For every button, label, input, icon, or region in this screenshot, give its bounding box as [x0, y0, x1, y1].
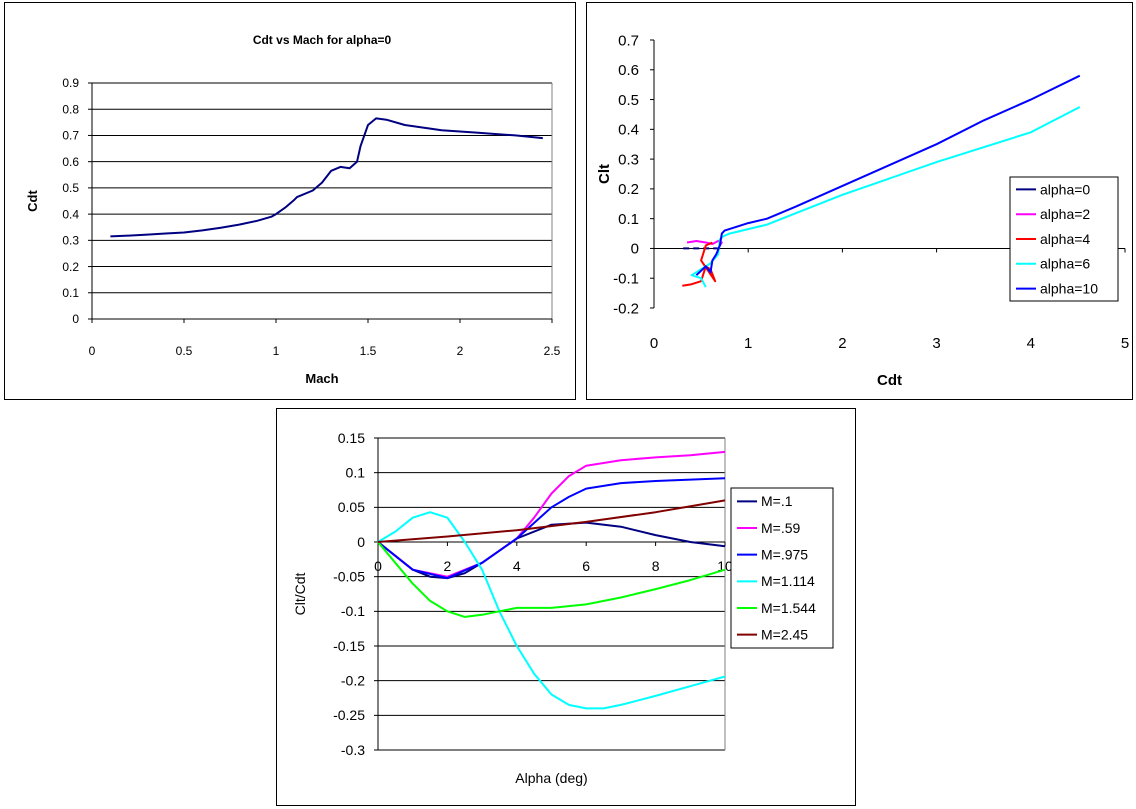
- x-axis-label: Alpha (deg): [515, 770, 587, 786]
- y-tick-label: 0.6: [62, 155, 79, 169]
- chart-title: Cdt vs Mach for alpha=0: [253, 33, 392, 47]
- y-tick-label: 0.7: [618, 32, 639, 49]
- y-tick-label: 0.3: [618, 151, 639, 168]
- x-tick-label: 1: [273, 344, 280, 358]
- y-tick-label: 0.7: [62, 129, 79, 143]
- y-axis-label: Clt/Cdt: [292, 573, 308, 616]
- legend-label: M=1.114: [761, 573, 815, 589]
- y-tick-label: -0.1: [341, 603, 365, 619]
- x-tick-label: 0: [89, 344, 96, 358]
- legend-label: M=.59: [761, 520, 801, 536]
- y-tick-label: -0.2: [341, 673, 365, 689]
- series-line-alpha-10: [695, 74, 1081, 276]
- chart-clt-cdt-vs-alpha: -0.3 -0.25 -0.2 -0.15 -0.1 -0.05 0 0.05 0.1 0.15 0…: [276, 408, 856, 806]
- x-tick-label: 0.5: [176, 344, 193, 358]
- y-tick-label: 0: [631, 241, 639, 258]
- chart-cdt-vs-mach: 0 0.1 0.2 0.3 0.4 0.5 0.6 0.7 0.8 0.9 0 0.5 1 1.5 2 2.5…: [4, 2, 576, 400]
- legend-label: alpha=6: [1040, 256, 1090, 272]
- y-tick-label: 0.5: [62, 181, 79, 195]
- x-tick-label: 3: [932, 335, 940, 352]
- y-tick-label: 0.4: [618, 122, 639, 139]
- legend-label: M=1.544: [761, 600, 816, 616]
- y-tick-label: 0.15: [338, 430, 365, 446]
- y-tick-label: 0.2: [62, 260, 79, 274]
- x-axis-label: Mach: [305, 371, 338, 386]
- series-line-0: [110, 117, 543, 238]
- legend-label: alpha=4: [1040, 231, 1090, 247]
- legend-label: alpha=0: [1040, 181, 1090, 197]
- series-line-m-1-544: [377, 541, 726, 618]
- y-tick-label: -0.15: [333, 638, 365, 654]
- y-tick-label: -0.25: [333, 707, 365, 723]
- x-tick-label: 2: [457, 344, 464, 358]
- y-tick-label: 0.3: [62, 234, 79, 248]
- chart-3-svg: -0.3 -0.25 -0.2 -0.15 -0.1 -0.05 0 0.05 0.1 0.15 0…: [292, 430, 834, 786]
- chart-clt-vs-cdt: -0.2 -0.1 0 0.1 0.2 0.3 0.4 0.5 0.6 0.7 0 1 2 3 4 5 Cdt C…: [586, 2, 1133, 400]
- x-tick-label: 0: [374, 558, 382, 574]
- x-tick-label: 2: [444, 558, 452, 574]
- x-tick-label: 4: [513, 558, 521, 574]
- series-line-m-1: [377, 521, 726, 580]
- y-tick-label: 0.8: [62, 102, 79, 116]
- y-tick-label: 0.9: [62, 76, 79, 90]
- legend-label: M=.1: [761, 493, 793, 509]
- x-axis-label: Cdt: [877, 372, 902, 389]
- y-tick-label: 0: [72, 312, 79, 326]
- x-tick-label: 1.5: [360, 344, 377, 358]
- y-tick-label: -0.3: [341, 742, 365, 758]
- y-tick-label: 0.1: [62, 286, 79, 300]
- legend-box: [730, 487, 834, 649]
- series-line-m-975: [377, 477, 726, 580]
- y-tick-label: 0.4: [62, 207, 79, 221]
- y-axis-label: Cdt: [25, 190, 40, 212]
- x-tick-label: 6: [582, 558, 590, 574]
- x-tick-label: 0: [650, 335, 658, 352]
- y-tick-label: 0.1: [618, 211, 639, 228]
- series-line-m-2-45: [377, 499, 726, 543]
- x-tick-label: 1: [744, 335, 752, 352]
- y-tick-label: 0.5: [618, 92, 639, 109]
- x-tick-label: 8: [652, 558, 660, 574]
- legend-label: alpha=10: [1040, 281, 1098, 297]
- chart-1-svg: 0 0.1 0.2 0.3 0.4 0.5 0.6 0.7 0.8 0.9 0 0.5 1 1.5 2 2.5…: [25, 33, 561, 386]
- y-tick-label: -0.05: [333, 569, 365, 585]
- y-axis-label: Clt: [596, 164, 613, 184]
- series-line-m-1-114: [377, 511, 726, 710]
- y-tick-label: 0: [357, 534, 365, 550]
- y-tick-label: -0.2: [613, 300, 639, 317]
- legend-label: M=.975: [761, 547, 808, 563]
- y-tick-label: -0.1: [613, 270, 639, 287]
- series-line-alpha-2: [686, 240, 723, 247]
- y-tick-label: 0.1: [346, 465, 366, 481]
- x-tick-label: 4: [1027, 335, 1035, 352]
- chart-2-svg: -0.2 -0.1 0 0.1 0.2 0.3 0.4 0.5 0.6 0.7 0 1 2 3 4 5 Cdt C…: [596, 32, 1129, 389]
- y-tick-label: 0.05: [338, 499, 365, 515]
- series-line-m-59: [377, 450, 726, 578]
- series-line-alpha-6: [690, 106, 1081, 288]
- legend-label: M=2.45: [761, 627, 808, 643]
- x-tick-label: 2.5: [544, 344, 561, 358]
- y-tick-label: 0.6: [618, 62, 639, 79]
- x-tick-label: 5: [1121, 335, 1129, 352]
- x-tick-label: 2: [838, 335, 846, 352]
- y-tick-label: 0.2: [618, 181, 639, 198]
- legend-label: alpha=2: [1040, 206, 1090, 222]
